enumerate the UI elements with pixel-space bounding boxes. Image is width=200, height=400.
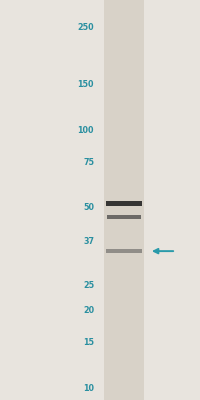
Bar [104,0,144,400]
Text: 250: 250 [77,23,94,32]
Text: 50: 50 [83,204,94,212]
Bar [106,201,142,206]
Bar [107,215,141,219]
Text: 100: 100 [78,126,94,135]
Text: 15: 15 [83,338,94,347]
Text: 10: 10 [83,384,94,393]
Bar [106,249,142,253]
Text: 150: 150 [78,80,94,89]
Text: 37: 37 [83,237,94,246]
Text: 75: 75 [83,158,94,167]
Text: 25: 25 [83,281,94,290]
Text: 20: 20 [83,306,94,315]
